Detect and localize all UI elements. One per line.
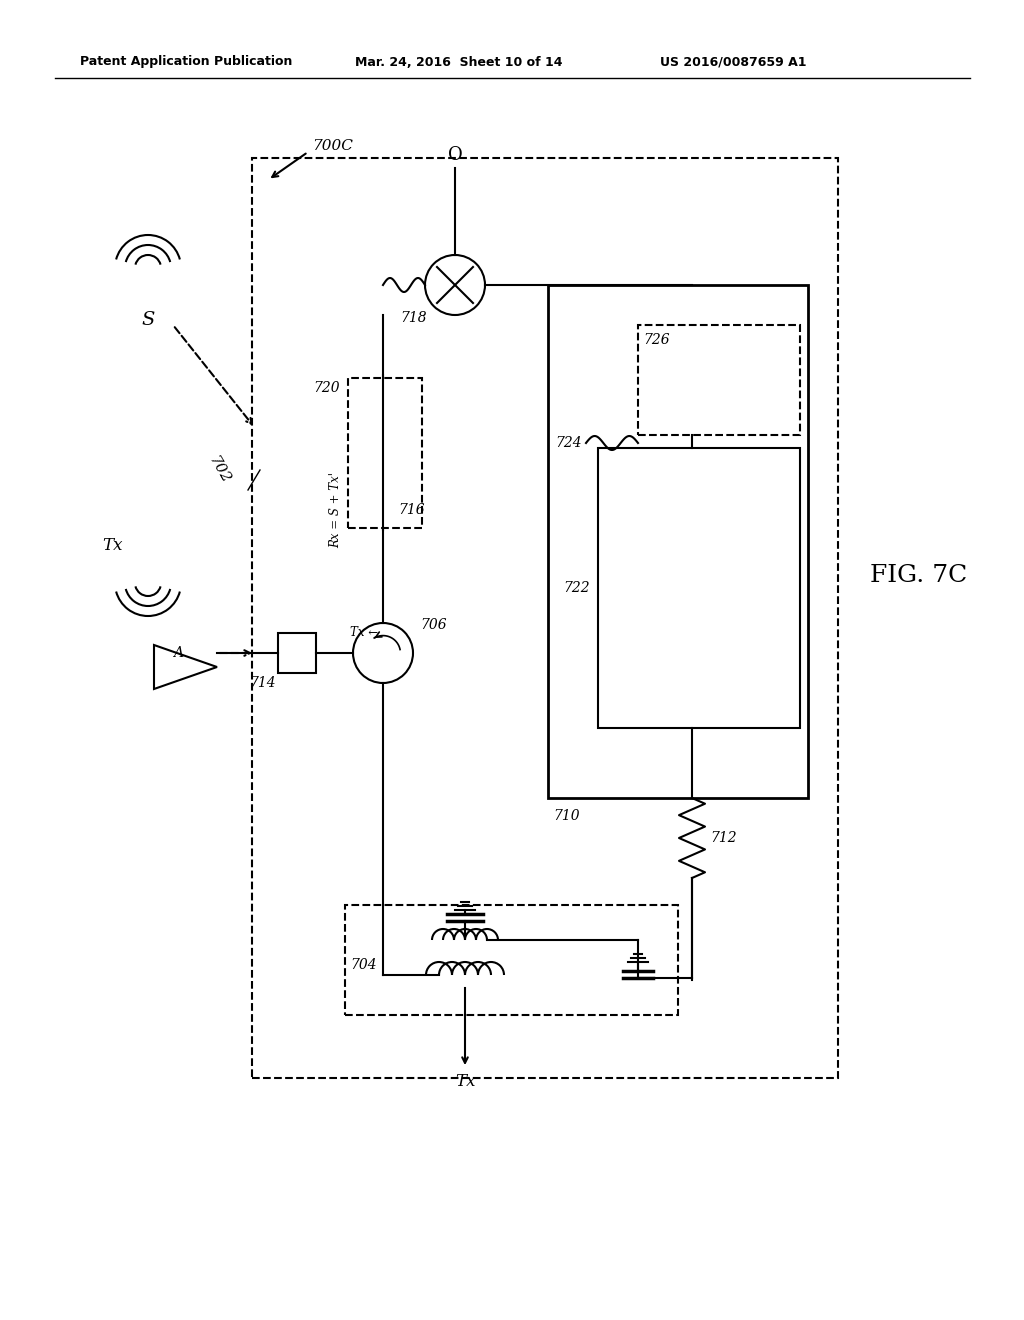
Text: 706: 706 — [420, 618, 446, 632]
Text: FIG. 7C: FIG. 7C — [870, 564, 968, 586]
Text: 710: 710 — [553, 809, 580, 822]
Text: 718: 718 — [400, 312, 427, 325]
Text: S: S — [141, 312, 155, 329]
Text: 726: 726 — [643, 333, 670, 347]
Text: Mar. 24, 2016  Sheet 10 of 14: Mar. 24, 2016 Sheet 10 of 14 — [355, 55, 562, 69]
Bar — [278, 634, 316, 673]
Bar — [598, 447, 800, 729]
Text: Rx = S + Tx': Rx = S + Tx' — [330, 473, 342, 548]
Text: Tx: Tx — [455, 1073, 475, 1090]
Text: 720: 720 — [313, 381, 340, 395]
Text: 704: 704 — [350, 958, 377, 972]
Text: Tx ←: Tx ← — [350, 627, 378, 639]
Text: O: O — [447, 147, 463, 164]
Text: 700C: 700C — [312, 139, 353, 153]
Text: 722: 722 — [563, 581, 590, 595]
Text: 714: 714 — [250, 676, 276, 690]
Text: 724: 724 — [555, 436, 582, 450]
Text: Patent Application Publication: Patent Application Publication — [80, 55, 293, 69]
Text: 702: 702 — [205, 454, 232, 486]
Bar — [548, 285, 808, 799]
Text: US 2016/0087659 A1: US 2016/0087659 A1 — [660, 55, 807, 69]
Text: A: A — [173, 645, 183, 660]
Text: 716: 716 — [398, 503, 425, 517]
Text: 712: 712 — [710, 832, 736, 845]
Text: Tx: Tx — [101, 536, 122, 553]
